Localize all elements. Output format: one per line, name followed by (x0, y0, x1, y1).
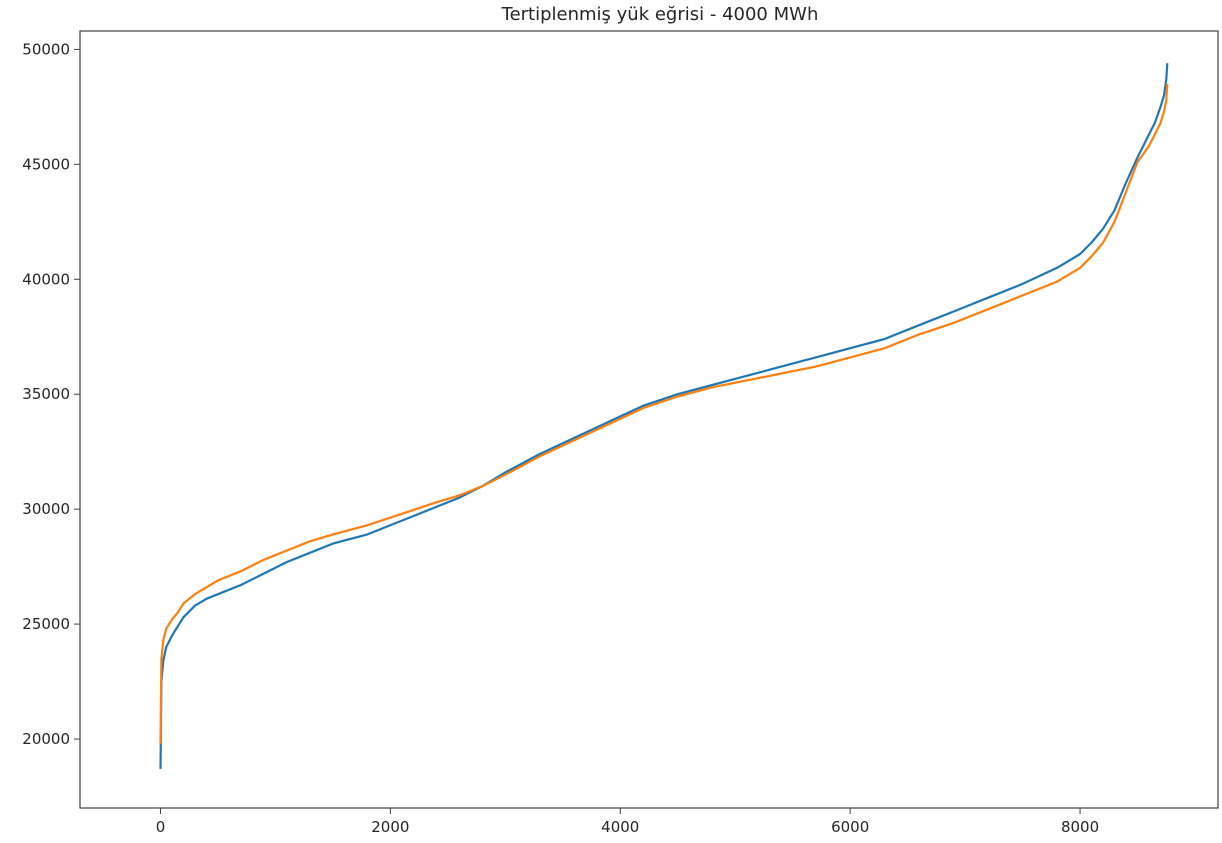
series-line-2 (159, 83, 1169, 744)
y-tick-label: 35000 (22, 385, 70, 403)
y-tick-label: 40000 (22, 270, 70, 288)
chart-title: Tertiplenmiş yük eğrisi - 4000 MWh (501, 4, 819, 25)
x-tick-label: 8000 (1061, 818, 1099, 836)
series-layer (159, 63, 1169, 769)
x-tick-label: 0 (156, 818, 166, 836)
x-tick-label: 2000 (371, 818, 409, 836)
x-axis: 0 2000 4000 6000 8000 (156, 808, 1099, 836)
series-line-1 (159, 63, 1169, 769)
y-tick-label: 50000 (22, 40, 70, 58)
y-tick-label: 25000 (22, 615, 70, 633)
y-tick-label: 30000 (22, 500, 70, 518)
y-tick-label: 45000 (22, 155, 70, 173)
plot-area-frame (79, 30, 1219, 809)
x-tick-label: 6000 (831, 818, 869, 836)
x-tick-label: 4000 (601, 818, 639, 836)
y-tick-label: 20000 (22, 730, 70, 748)
y-axis: 20000 25000 30000 35000 40000 45000 50000 (22, 40, 80, 748)
